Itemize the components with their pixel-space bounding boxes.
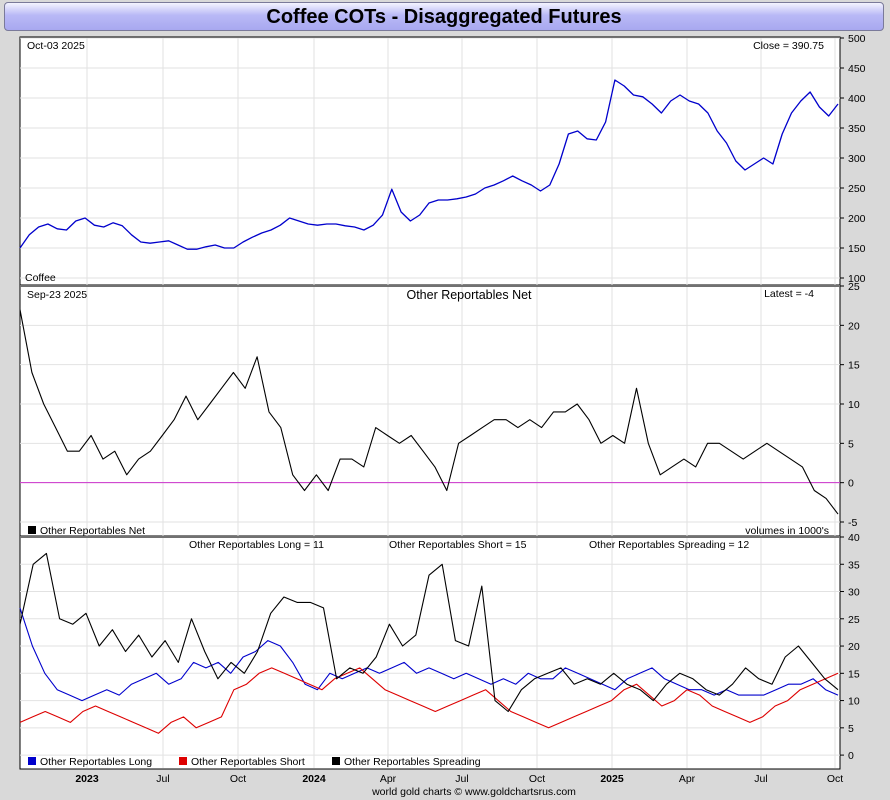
- y-tick-label: -5: [848, 517, 857, 529]
- x-tick-label: Jul: [754, 773, 767, 785]
- net-units-note: volumes in 1000's: [745, 525, 829, 537]
- footer-credit: world gold charts © www.goldchartsrus.co…: [371, 786, 576, 798]
- price-date-label: Oct-03 2025: [27, 40, 85, 52]
- y-tick-label: 35: [848, 559, 860, 571]
- y-tick-label: 15: [848, 360, 860, 372]
- price-close-label: Close = 390.75: [753, 40, 824, 52]
- x-tick-labels: 2023 Jul Oct 2024 Apr Jul Oct 2025 Apr Jul Oct: [75, 773, 843, 785]
- x-tick-label: Apr: [380, 773, 397, 785]
- y-tick-label: 30: [848, 587, 860, 599]
- y-tick-label: 10: [848, 399, 860, 411]
- x-tick-label: Jul: [455, 773, 468, 785]
- y-tick-label: 15: [848, 668, 860, 680]
- x-tick-label: Oct: [230, 773, 246, 785]
- legend-swatch-spreading: [332, 757, 340, 765]
- net-date-label: Sep-23 2025: [27, 289, 87, 301]
- series-line-2-1: [19, 309, 839, 515]
- series-line-1-1: [19, 79, 839, 250]
- y-tick-label: 0: [848, 750, 854, 762]
- short-latest-label: Other Reportables Short = 15: [389, 539, 527, 551]
- net-latest-label: Latest = -4: [764, 288, 814, 300]
- y-tick-label: 40: [848, 532, 860, 544]
- legend-label-short: Other Reportables Short: [191, 756, 305, 768]
- y-tick-label: 5: [848, 723, 854, 735]
- legend-label-spreading: Other Reportables Spreading: [344, 756, 481, 768]
- page-title: Coffee COTs - Disaggregated Futures: [266, 6, 622, 28]
- y-tick-label: 150: [848, 243, 866, 255]
- y-tick-label: 500: [848, 33, 866, 45]
- y-tick-label: 250: [848, 183, 866, 195]
- net-legend-label: Other Reportables Net: [40, 525, 145, 537]
- y-tick-labels: 100150200250300350400450500-505101520250…: [848, 33, 866, 762]
- legend-label-long: Other Reportables Long: [40, 756, 152, 768]
- net-panel: [19, 285, 841, 537]
- y-tick-label: 20: [848, 320, 860, 332]
- y-tick-label: 5: [848, 438, 854, 450]
- x-tick-label: 2025: [600, 773, 624, 785]
- y-tick-label: 300: [848, 153, 866, 165]
- y-tick-label: 20: [848, 641, 860, 653]
- series-line-3-2: [19, 667, 839, 734]
- spreading-latest-label: Other Reportables Spreading = 12: [589, 539, 749, 551]
- series-line-3-3: [19, 552, 839, 713]
- x-tick-label: 2023: [75, 773, 99, 785]
- legend-swatch-short: [179, 757, 187, 765]
- title-bar: Coffee COTs - Disaggregated Futures: [4, 2, 884, 31]
- x-tick-label: 2024: [302, 773, 326, 785]
- x-tick-label: Apr: [679, 773, 696, 785]
- price-series-label: Coffee: [25, 272, 56, 284]
- y-tick-label: 100: [848, 273, 866, 285]
- y-tick-label: 350: [848, 123, 866, 135]
- y-tick-label: 200: [848, 213, 866, 225]
- x-tick-label: Oct: [827, 773, 843, 785]
- x-tick-label: Jul: [156, 773, 169, 785]
- net-title: Other Reportables Net: [406, 288, 532, 302]
- price-panel: [19, 36, 841, 286]
- y-tick-label: 10: [848, 696, 860, 708]
- y-tick-label: 400: [848, 93, 866, 105]
- net-legend-swatch: [28, 526, 36, 534]
- x-tick-label: Oct: [529, 773, 545, 785]
- y-tick-label: 25: [848, 281, 860, 293]
- y-tick-label: 0: [848, 478, 854, 490]
- series-layer: [19, 79, 839, 734]
- series-line-3-1: [19, 607, 839, 702]
- long-latest-label: Other Reportables Long = 11: [189, 539, 324, 551]
- y-tick-label: 25: [848, 614, 860, 626]
- y-tick-label: 450: [848, 63, 866, 75]
- positions-panel: [19, 536, 841, 770]
- legend-swatch-long: [28, 757, 36, 765]
